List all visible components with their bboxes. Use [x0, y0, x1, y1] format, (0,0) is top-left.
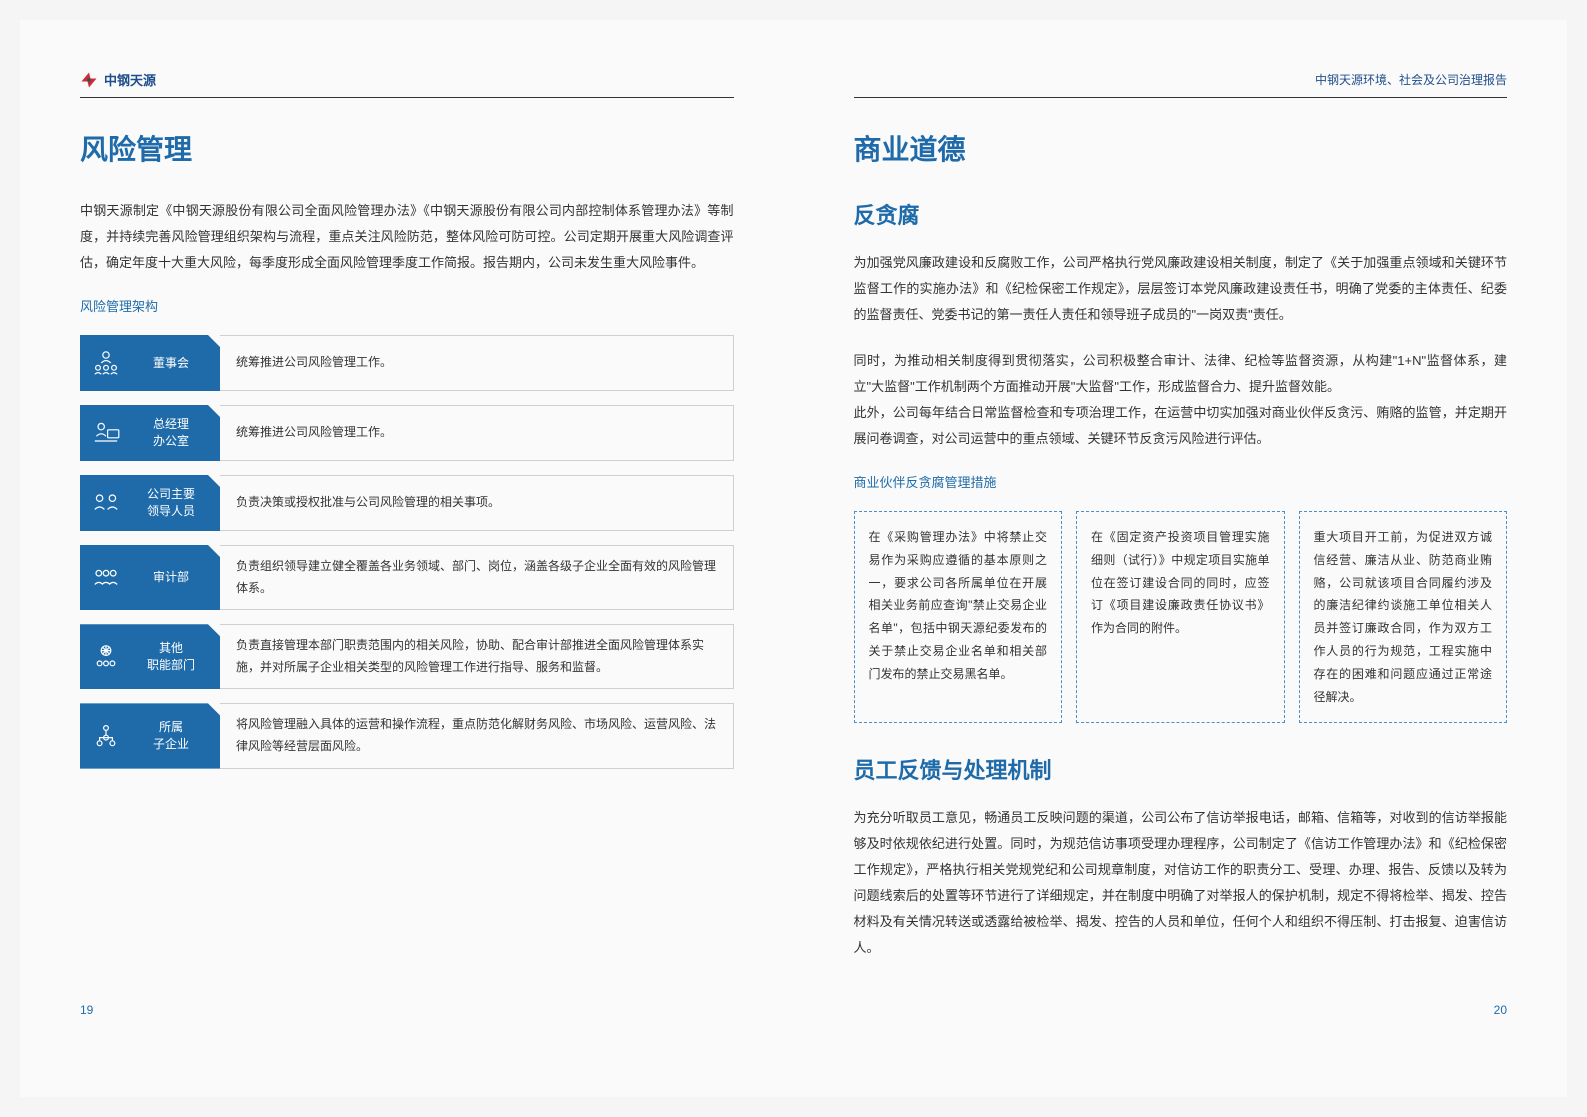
risk-row: 董事会 统筹推进公司风险管理工作。	[80, 335, 734, 391]
anticorruption-p1: 为加强党风廉政建设和反腐败工作，公司严格执行党风廉政建设相关制度，制定了《关于加…	[854, 250, 1508, 328]
risk-row: 公司主要 领导人员 负责决策或授权批准与公司风险管理的相关事项。	[80, 475, 734, 531]
risk-desc: 负责直接管理本部门职责范围内的相关风险，协助、配合审计部推进全面风险管理体系实施…	[220, 624, 734, 689]
risk-label-text: 其他 职能部门	[132, 640, 210, 674]
office-icon	[90, 417, 122, 449]
logo-text-wrap: 中钢天源	[104, 70, 156, 89]
risk-label: 公司主要 领导人员	[80, 475, 220, 531]
risk-desc: 将风险管理融入具体的运营和操作流程，重点防范化解财务风险、市场风险、运营风险、法…	[220, 703, 734, 768]
risk-mgmt-title: 风险管理	[80, 128, 734, 168]
page-number-right: 20	[1494, 1003, 1507, 1017]
risk-desc: 统筹推进公司风险管理工作。	[220, 335, 734, 391]
risk-desc: 负责决策或授权批准与公司风险管理的相关事项。	[220, 475, 734, 531]
dept-icon	[90, 641, 122, 673]
leaders-icon	[90, 487, 122, 519]
logo-text: 中钢天源	[104, 70, 156, 89]
page-container: 中钢天源 风险管理 中钢天源制定《中钢天源股份有限公司全面风险管理办法》《中钢天…	[20, 20, 1567, 1097]
logo-icon	[80, 71, 98, 89]
partner-measures-label: 商业伙伴反贪腐管理措施	[854, 472, 1508, 491]
page-number-left: 19	[80, 1003, 93, 1017]
risk-label: 审计部	[80, 545, 220, 610]
right-page: 中钢天源环境、社会及公司治理报告 商业道德 反贪腐 为加强党风廉政建设和反腐败工…	[794, 70, 1568, 1047]
risk-row: 所属 子企业 将风险管理融入具体的运营和操作流程，重点防范化解财务风险、市场风险…	[80, 703, 734, 768]
risk-label-text: 所属 子企业	[132, 719, 210, 753]
risk-rows: 董事会 统筹推进公司风险管理工作。 总经理 办公室 统筹推进公司风险管理工作。 …	[80, 335, 734, 769]
risk-label: 总经理 办公室	[80, 405, 220, 461]
measure-box: 重大项目开工前，为促进双方诚信经营、廉洁从业、防范商业贿赂，公司就该项目合同履约…	[1299, 511, 1508, 723]
risk-label-text: 总经理 办公室	[132, 416, 210, 450]
ethics-title: 商业道德	[854, 128, 1508, 168]
header-report-title: 中钢天源环境、社会及公司治理报告	[1315, 71, 1507, 88]
risk-row: 总经理 办公室 统筹推进公司风险管理工作。	[80, 405, 734, 461]
risk-row: 其他 职能部门 负责直接管理本部门职责范围内的相关风险，协助、配合审计部推进全面…	[80, 624, 734, 689]
header-right: 中钢天源环境、社会及公司治理报告	[854, 70, 1508, 98]
risk-label: 其他 职能部门	[80, 624, 220, 689]
anticorruption-p2: 同时，为推动相关制度得到贯彻落实，公司积极整合审计、法律、纪检等监督资源，从构建…	[854, 348, 1508, 452]
risk-desc: 负责组织领导建立健全覆盖各业务领域、部门、岗位，涵盖各级子企业全面有效的风险管理…	[220, 545, 734, 610]
feedback-p1: 为充分听取员工意见，畅通员工反映问题的渠道，公司公布了信访举报电话，邮箱、信箱等…	[854, 805, 1508, 961]
risk-label: 董事会	[80, 335, 220, 391]
audit-icon	[90, 562, 122, 594]
risk-label-text: 审计部	[132, 569, 210, 586]
risk-label: 所属 子企业	[80, 703, 220, 768]
board-icon	[90, 347, 122, 379]
risk-label-text: 董事会	[132, 355, 210, 372]
subsidiary-icon	[90, 720, 122, 752]
left-page: 中钢天源 风险管理 中钢天源制定《中钢天源股份有限公司全面风险管理办法》《中钢天…	[20, 70, 794, 1047]
risk-label-text: 公司主要 领导人员	[132, 486, 210, 520]
risk-row: 审计部 负责组织领导建立健全覆盖各业务领域、部门、岗位，涵盖各级子企业全面有效的…	[80, 545, 734, 610]
measure-boxes: 在《采购管理办法》中将禁止交易作为采购应遵循的基本原则之一，要求公司各所属单位在…	[854, 511, 1508, 723]
feedback-title: 员工反馈与处理机制	[854, 753, 1508, 785]
logo: 中钢天源	[80, 70, 156, 89]
header-left: 中钢天源	[80, 70, 734, 98]
anticorruption-title: 反贪腐	[854, 198, 1508, 230]
structure-label: 风险管理架构	[80, 296, 734, 315]
measure-box: 在《采购管理办法》中将禁止交易作为采购应遵循的基本原则之一，要求公司各所属单位在…	[854, 511, 1063, 723]
measure-box: 在《固定资产投资项目管理实施细则（试行）》中规定项目实施单位在签订建设合同的同时…	[1076, 511, 1285, 723]
risk-intro: 中钢天源制定《中钢天源股份有限公司全面风险管理办法》《中钢天源股份有限公司内部控…	[80, 198, 734, 276]
risk-desc: 统筹推进公司风险管理工作。	[220, 405, 734, 461]
